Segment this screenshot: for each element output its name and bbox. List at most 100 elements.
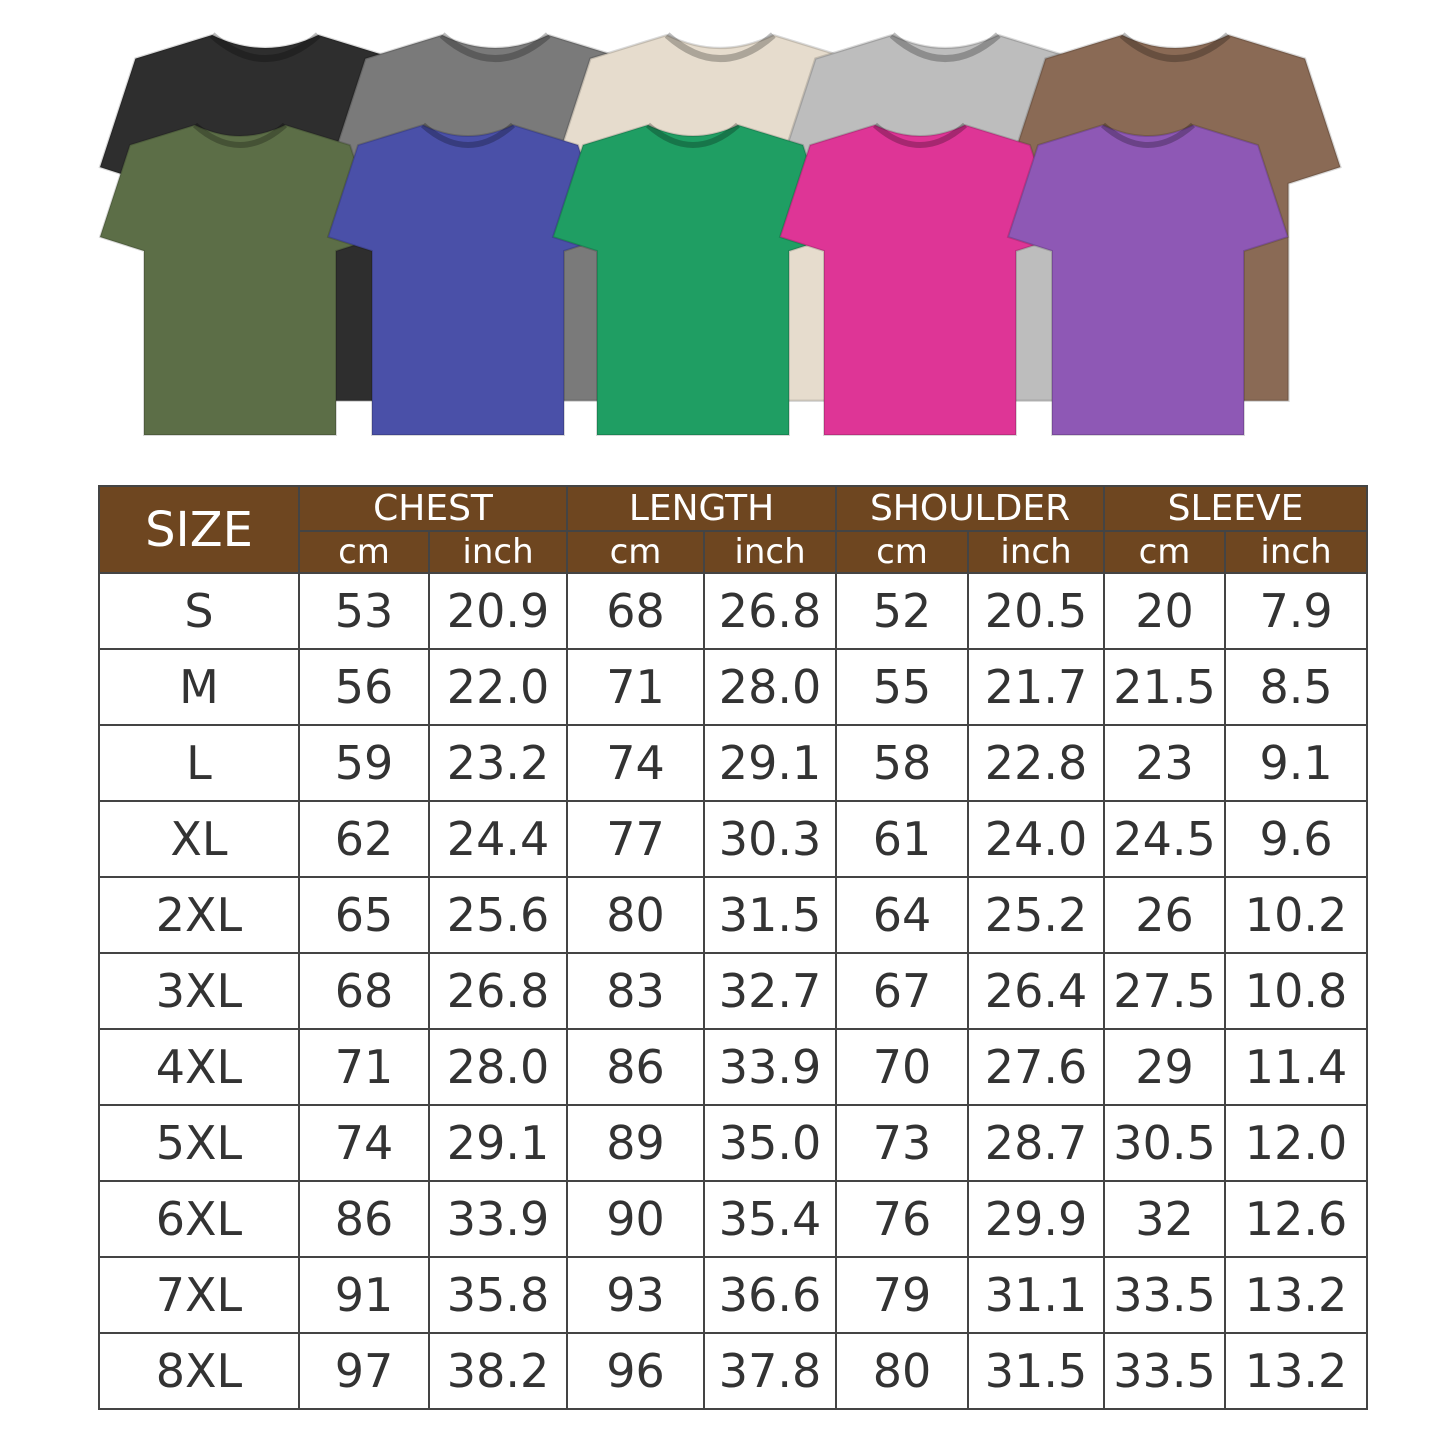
shoulder-header: SHOULDER xyxy=(835,485,1106,532)
unit-header-cm: cm xyxy=(298,530,430,574)
tshirt-purple xyxy=(1006,122,1290,436)
measurement-cell: 33.5 xyxy=(1103,1332,1227,1410)
size-cell: XL xyxy=(98,800,300,878)
table-row: 7XL 91 35.8 93 36.6 79 31.1 33.5 13.2 xyxy=(98,1256,1369,1334)
size-cell: L xyxy=(98,724,300,802)
tshirt-blue xyxy=(326,122,610,436)
measurement-cell: 11.4 xyxy=(1224,1028,1369,1106)
measurement-cell: 28.0 xyxy=(703,648,838,726)
measurement-cell: 22.0 xyxy=(427,648,569,726)
unit-header-cm: cm xyxy=(566,530,706,574)
measurement-cell: 56 xyxy=(298,648,430,726)
measurement-cell: 9.6 xyxy=(1224,800,1369,878)
measurement-cell: 80 xyxy=(835,1332,970,1410)
measurement-cell: 28.7 xyxy=(967,1104,1106,1182)
measurement-cell: 31.1 xyxy=(967,1256,1106,1334)
measurement-cell: 74 xyxy=(298,1104,430,1182)
measurement-cell: 10.2 xyxy=(1224,876,1369,954)
measurement-cell: 24.5 xyxy=(1103,800,1227,878)
measurement-cell: 86 xyxy=(566,1028,706,1106)
measurement-cell: 33.5 xyxy=(1103,1256,1227,1334)
measurement-cell: 31.5 xyxy=(967,1332,1106,1410)
tshirt-color-options xyxy=(98,32,1342,436)
size-cell: S xyxy=(98,572,300,650)
measurement-cell: 76 xyxy=(835,1180,970,1258)
measurement-cell: 59 xyxy=(298,724,430,802)
measurement-cell: 79 xyxy=(835,1256,970,1334)
measurement-cell: 30.3 xyxy=(703,800,838,878)
measurement-cell: 62 xyxy=(298,800,430,878)
measurement-cell: 35.0 xyxy=(703,1104,838,1182)
measurement-cell: 33.9 xyxy=(427,1180,569,1258)
measurement-cell: 13.2 xyxy=(1224,1332,1369,1410)
table-row: S 53 20.9 68 26.8 52 20.5 20 7.9 xyxy=(98,572,1369,650)
measurement-cell: 9.1 xyxy=(1224,724,1369,802)
table-row: 6XL 86 33.9 90 35.4 76 29.9 32 12.6 xyxy=(98,1180,1369,1258)
measurement-cell: 29.9 xyxy=(967,1180,1106,1258)
measurement-cell: 80 xyxy=(566,876,706,954)
measurement-cell: 53 xyxy=(298,572,430,650)
measurement-cell: 71 xyxy=(298,1028,430,1106)
length-header: LENGTH xyxy=(566,485,838,532)
measurement-cell: 24.0 xyxy=(967,800,1106,878)
measurement-cell: 29 xyxy=(1103,1028,1227,1106)
unit-header-cm: cm xyxy=(835,530,970,574)
measurement-cell: 25.2 xyxy=(967,876,1106,954)
measurement-cell: 8.5 xyxy=(1224,648,1369,726)
measurement-cell: 27.6 xyxy=(967,1028,1106,1106)
chest-header: CHEST xyxy=(297,485,569,532)
measurement-cell: 26.8 xyxy=(427,952,569,1030)
unit-header-inch: inch xyxy=(427,530,569,574)
measurement-cell: 24.4 xyxy=(427,800,569,878)
size-cell: 3XL xyxy=(98,952,300,1030)
size-chart: SIZE CHEST LENGTH SHOULDER SLEEVE cm inch… xyxy=(98,485,1369,1410)
table-row: 3XL 68 26.8 83 32.7 67 26.4 27.5 10.8 xyxy=(98,952,1369,1030)
measurement-cell: 21.5 xyxy=(1103,648,1227,726)
table-row: 8XL 97 38.2 96 37.8 80 31.5 33.5 13.2 xyxy=(98,1332,1369,1410)
measurement-cell: 71 xyxy=(566,648,706,726)
measurement-cell: 31.5 xyxy=(703,876,838,954)
measurement-cell: 12.0 xyxy=(1224,1104,1369,1182)
size-header: SIZE xyxy=(98,485,300,574)
tshirt-olive xyxy=(98,122,382,436)
unit-header-cm: cm xyxy=(1103,530,1227,574)
measurement-cell: 7.9 xyxy=(1224,572,1369,650)
measurement-cell: 37.8 xyxy=(703,1332,838,1410)
sleeve-header: SLEEVE xyxy=(1103,485,1369,532)
measurement-cell: 65 xyxy=(298,876,430,954)
measurement-cell: 35.4 xyxy=(703,1180,838,1258)
measurement-cell: 25.6 xyxy=(427,876,569,954)
measurement-cell: 13.2 xyxy=(1224,1256,1369,1334)
size-cell: 2XL xyxy=(98,876,300,954)
measurement-cell: 12.6 xyxy=(1224,1180,1369,1258)
measurement-cell: 26.4 xyxy=(967,952,1106,1030)
measurement-cell: 26 xyxy=(1103,876,1227,954)
measurement-cell: 38.2 xyxy=(427,1332,569,1410)
table-row: 5XL 74 29.1 89 35.0 73 28.7 30.5 12.0 xyxy=(98,1104,1369,1182)
measurement-cell: 70 xyxy=(835,1028,970,1106)
table-row: L 59 23.2 74 29.1 58 22.8 23 9.1 xyxy=(98,724,1369,802)
measurement-cell: 32.7 xyxy=(703,952,838,1030)
measurement-cell: 20.9 xyxy=(427,572,569,650)
measurement-cell: 55 xyxy=(835,648,970,726)
measurement-cell: 22.8 xyxy=(967,724,1106,802)
measurement-cell: 68 xyxy=(566,572,706,650)
measurement-cell: 74 xyxy=(566,724,706,802)
measurement-cell: 28.0 xyxy=(427,1028,569,1106)
measurement-cell: 96 xyxy=(566,1332,706,1410)
measurement-cell: 23.2 xyxy=(427,724,569,802)
tshirt-green xyxy=(551,122,835,436)
table-row: 2XL 65 25.6 80 31.5 64 25.2 26 10.2 xyxy=(98,876,1369,954)
measurement-cell: 58 xyxy=(835,724,970,802)
measurement-cell: 93 xyxy=(566,1256,706,1334)
measurement-cell: 90 xyxy=(566,1180,706,1258)
measurement-cell: 35.8 xyxy=(427,1256,569,1334)
measurement-cell: 27.5 xyxy=(1103,952,1227,1030)
measurement-cell: 67 xyxy=(835,952,970,1030)
unit-header-inch: inch xyxy=(967,530,1106,574)
measurement-cell: 32 xyxy=(1103,1180,1227,1258)
unit-header-inch: inch xyxy=(1224,530,1369,574)
table-row: M 56 22.0 71 28.0 55 21.7 21.5 8.5 xyxy=(98,648,1369,726)
measurement-cell: 68 xyxy=(298,952,430,1030)
measurement-cell: 83 xyxy=(566,952,706,1030)
